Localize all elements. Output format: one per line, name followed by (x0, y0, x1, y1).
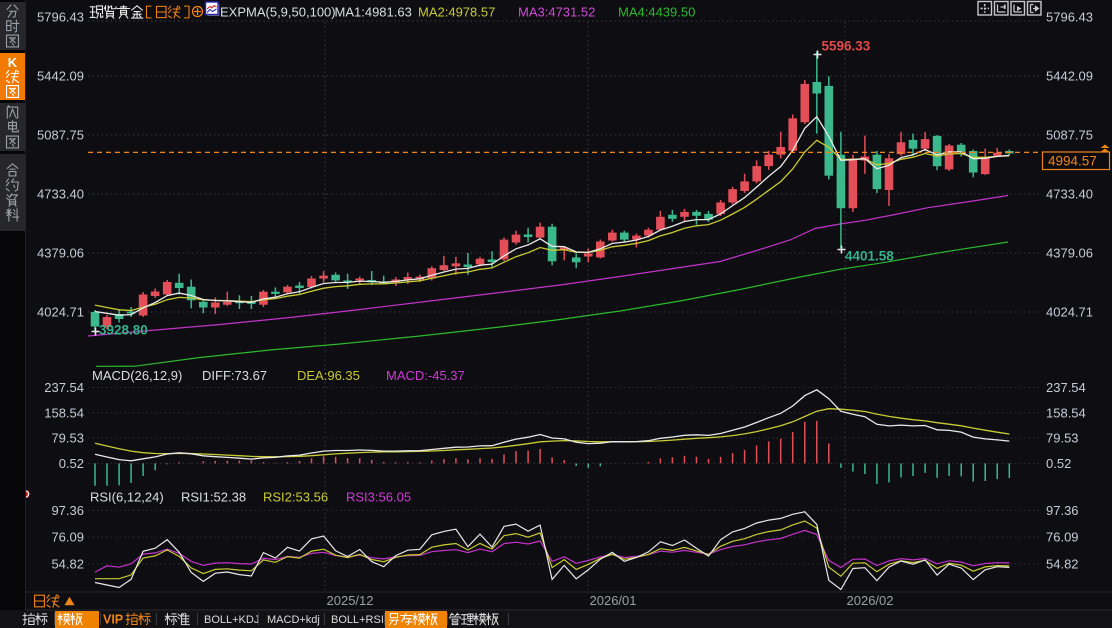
svg-text:MACD+kdj: MACD+kdj (267, 614, 320, 626)
svg-text:5796.43: 5796.43 (37, 10, 84, 25)
svg-text:4024.71: 4024.71 (37, 305, 84, 320)
svg-text:RSI(6,12,24): RSI(6,12,24) (90, 490, 164, 505)
svg-text:5087.75: 5087.75 (1046, 128, 1093, 143)
svg-text:0.52: 0.52 (59, 456, 84, 471)
svg-text:MACD(26,12,9): MACD(26,12,9) (92, 368, 182, 383)
svg-text:76.09: 76.09 (51, 530, 84, 545)
svg-text:BOLL+RSI: BOLL+RSI (331, 614, 384, 626)
svg-text:4379.06: 4379.06 (1046, 246, 1093, 261)
svg-text:MA2:4978.57: MA2:4978.57 (418, 5, 495, 20)
svg-text:K: K (8, 55, 18, 70)
svg-text:MA3:4731.52: MA3:4731.52 (518, 5, 595, 20)
svg-text:158.54: 158.54 (1046, 405, 1086, 420)
svg-text:4379.06: 4379.06 (37, 246, 84, 261)
svg-text:BOLL+KDJ: BOLL+KDJ (204, 614, 259, 626)
svg-text:2025/12: 2025/12 (327, 593, 374, 608)
svg-text:237.54: 237.54 (1046, 380, 1086, 395)
svg-text:4733.40: 4733.40 (37, 187, 84, 202)
svg-text:5087.75: 5087.75 (37, 128, 84, 143)
svg-text:5596.33: 5596.33 (822, 39, 871, 54)
svg-text:0.52: 0.52 (1046, 456, 1071, 471)
svg-text:3928.80: 3928.80 (99, 323, 148, 338)
svg-text:76.09: 76.09 (1046, 530, 1079, 545)
svg-text:54.82: 54.82 (1046, 556, 1079, 571)
svg-text:237.54: 237.54 (44, 380, 84, 395)
svg-text:5442.09: 5442.09 (37, 69, 84, 84)
svg-text:79.53: 79.53 (51, 431, 84, 446)
svg-text:2026/02: 2026/02 (847, 593, 894, 608)
svg-text:4733.40: 4733.40 (1046, 187, 1093, 202)
svg-text:RSI3:56.05: RSI3:56.05 (346, 490, 411, 505)
svg-text:97.36: 97.36 (51, 503, 84, 518)
svg-text:5796.43: 5796.43 (1046, 10, 1093, 25)
svg-text:MACD:-45.37: MACD:-45.37 (386, 368, 465, 383)
svg-text:RSI1:52.38: RSI1:52.38 (181, 490, 246, 505)
svg-text:4994.57: 4994.57 (1048, 154, 1097, 169)
svg-text:5442.09: 5442.09 (1046, 69, 1093, 84)
svg-text:54.82: 54.82 (51, 556, 84, 571)
svg-text:MA1:4981.63: MA1:4981.63 (335, 5, 412, 20)
svg-text:158.54: 158.54 (44, 405, 84, 420)
svg-text:DIFF:73.67: DIFF:73.67 (202, 368, 267, 383)
svg-text:4024.71: 4024.71 (1046, 305, 1093, 320)
svg-text:MA4:4439.50: MA4:4439.50 (618, 5, 695, 20)
svg-text:EXPMA(5,9,50,100): EXPMA(5,9,50,100) (220, 5, 336, 20)
svg-text:97.36: 97.36 (1046, 503, 1079, 518)
svg-text:DEA:96.35: DEA:96.35 (297, 368, 360, 383)
svg-text:4401.58: 4401.58 (845, 249, 894, 264)
svg-text:2026/01: 2026/01 (590, 593, 637, 608)
svg-text:79.53: 79.53 (1046, 431, 1079, 446)
svg-text:VIP: VIP (103, 613, 123, 627)
svg-text:RSI2:53.56: RSI2:53.56 (263, 490, 328, 505)
